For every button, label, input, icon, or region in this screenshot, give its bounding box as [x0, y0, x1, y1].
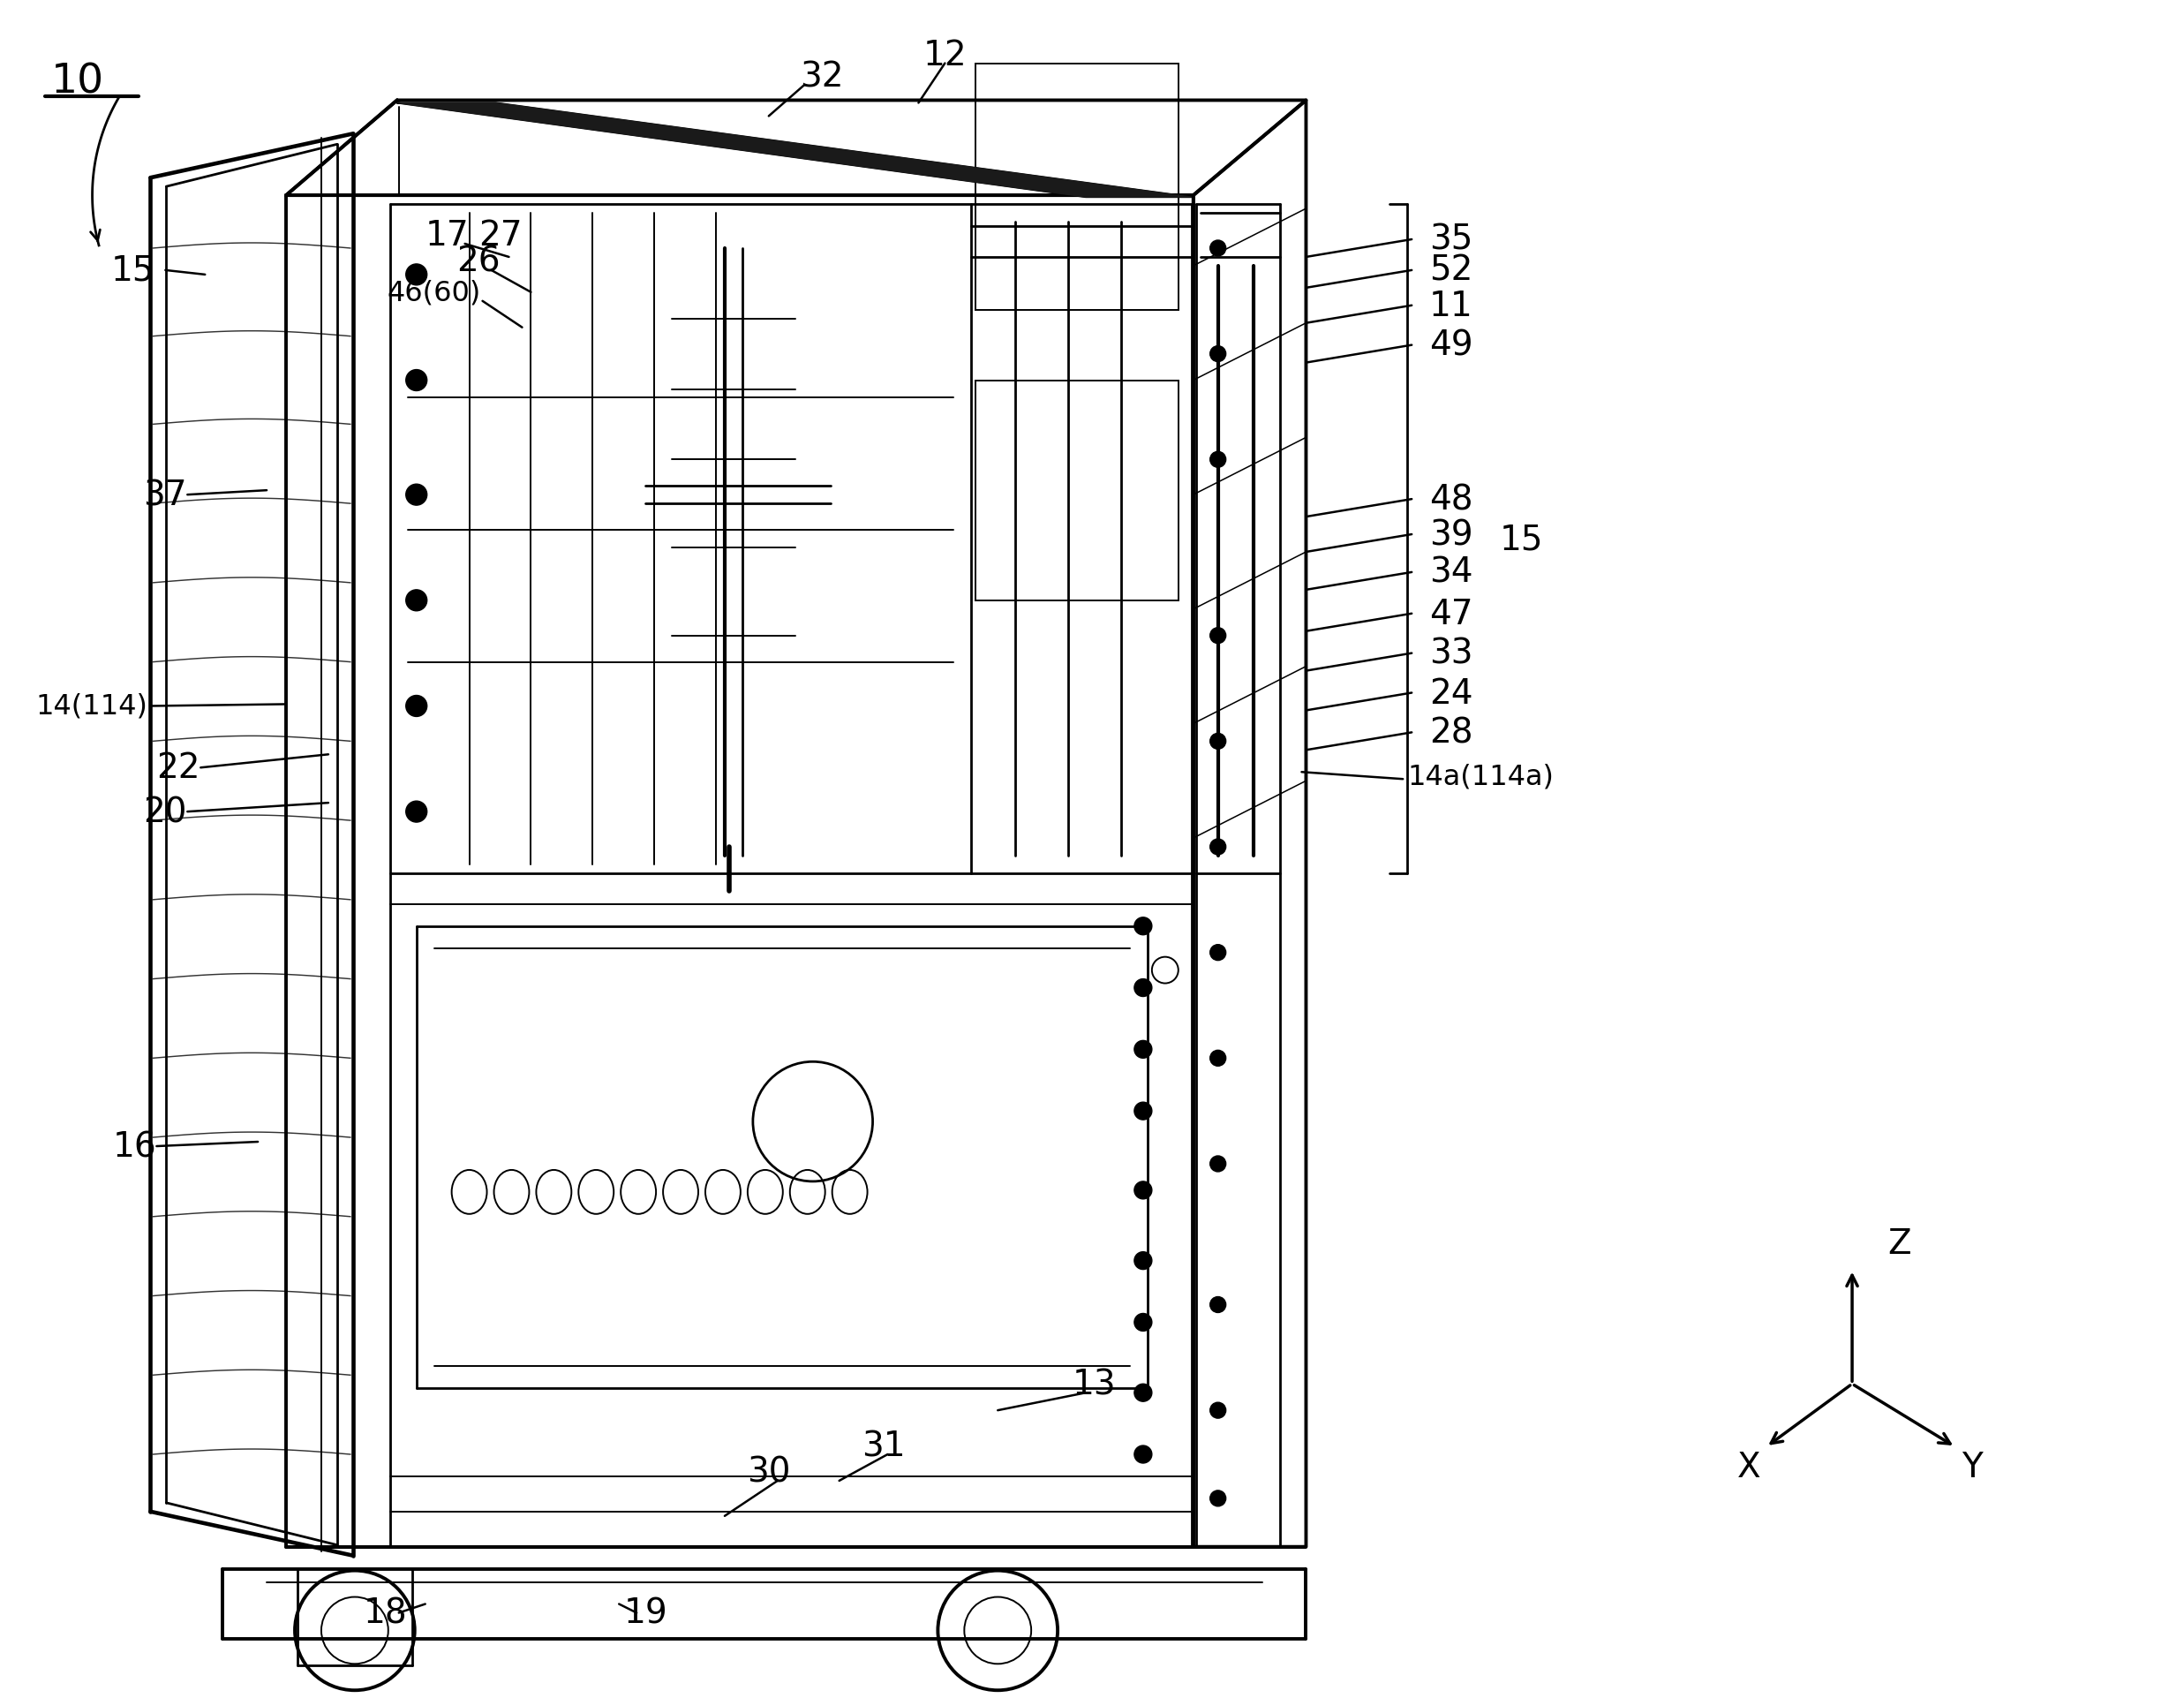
- Text: 12: 12: [924, 39, 968, 71]
- Circle shape: [406, 370, 428, 392]
- Text: 34: 34: [1428, 555, 1472, 589]
- Circle shape: [1210, 346, 1225, 362]
- Text: 10: 10: [50, 61, 105, 102]
- Circle shape: [406, 265, 428, 285]
- Circle shape: [1133, 1182, 1151, 1199]
- Circle shape: [1210, 1051, 1225, 1066]
- Text: 35: 35: [1428, 222, 1472, 256]
- Circle shape: [1133, 980, 1151, 997]
- Text: 49: 49: [1428, 329, 1474, 362]
- Text: 20: 20: [144, 795, 188, 829]
- Text: 33: 33: [1428, 637, 1472, 671]
- Circle shape: [1133, 1445, 1151, 1464]
- Text: 24: 24: [1428, 676, 1472, 710]
- Text: 19: 19: [622, 1596, 668, 1630]
- Circle shape: [1133, 917, 1151, 936]
- Text: 17: 17: [426, 219, 470, 253]
- Circle shape: [1133, 1384, 1151, 1401]
- Text: 30: 30: [747, 1455, 791, 1489]
- Circle shape: [1210, 1403, 1225, 1418]
- Text: Y: Y: [1961, 1450, 1983, 1482]
- Circle shape: [1210, 1297, 1225, 1313]
- Circle shape: [1210, 241, 1225, 256]
- Circle shape: [1210, 452, 1225, 469]
- Text: 32: 32: [799, 61, 843, 93]
- Circle shape: [1133, 1041, 1151, 1058]
- Polygon shape: [397, 104, 1192, 197]
- Text: 39: 39: [1428, 518, 1474, 552]
- Text: 14(114): 14(114): [35, 693, 149, 720]
- Text: 47: 47: [1428, 598, 1474, 632]
- Circle shape: [1133, 1314, 1151, 1331]
- Circle shape: [406, 591, 428, 611]
- Text: 15: 15: [1500, 523, 1544, 555]
- Circle shape: [406, 484, 428, 506]
- Bar: [976, 65, 1179, 311]
- Circle shape: [1210, 734, 1225, 749]
- Circle shape: [1210, 1156, 1225, 1172]
- Text: 15: 15: [111, 255, 155, 287]
- Text: 28: 28: [1428, 717, 1472, 749]
- Text: X: X: [1736, 1450, 1760, 1482]
- Circle shape: [406, 696, 428, 717]
- Text: 22: 22: [157, 751, 201, 784]
- Circle shape: [406, 801, 428, 822]
- Text: Z: Z: [1887, 1226, 1911, 1260]
- Text: 14a(114a): 14a(114a): [1406, 762, 1553, 791]
- Text: 27: 27: [478, 219, 522, 253]
- Circle shape: [1133, 1102, 1151, 1121]
- Text: 13: 13: [1072, 1367, 1116, 1401]
- Circle shape: [1210, 628, 1225, 644]
- Text: 16: 16: [114, 1129, 157, 1163]
- Text: 46(60): 46(60): [387, 278, 480, 307]
- Text: 48: 48: [1428, 482, 1472, 516]
- Text: 37: 37: [144, 479, 188, 513]
- Circle shape: [1210, 1491, 1225, 1506]
- Text: 18: 18: [365, 1596, 408, 1630]
- Text: 26: 26: [456, 245, 500, 278]
- Circle shape: [1133, 1251, 1151, 1270]
- Circle shape: [1210, 944, 1225, 961]
- Text: 52: 52: [1428, 255, 1472, 287]
- Text: 31: 31: [860, 1428, 904, 1462]
- Circle shape: [1210, 839, 1225, 856]
- Text: 11: 11: [1428, 289, 1474, 323]
- Bar: [976, 380, 1179, 601]
